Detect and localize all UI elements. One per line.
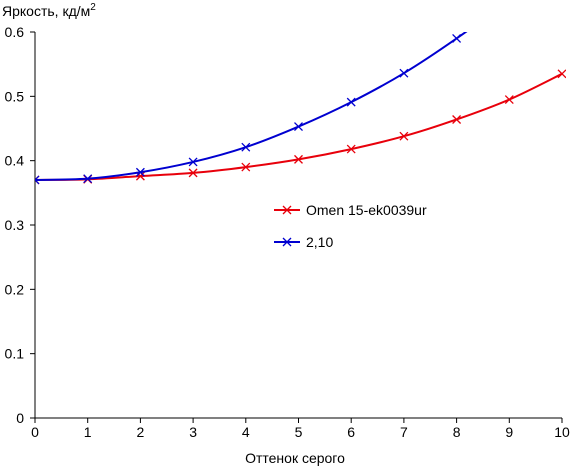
y-tick-label: 0 bbox=[16, 410, 24, 426]
data-point bbox=[557, 69, 566, 79]
svg-text:Яркость, кд/м2: Яркость, кд/м2 bbox=[2, 2, 96, 19]
data-point bbox=[35, 175, 40, 185]
y-axis-title: Яркость, кд/м2 bbox=[2, 2, 96, 19]
x-tick-label: 3 bbox=[189, 424, 197, 440]
plot-area bbox=[35, 32, 566, 185]
x-tick-label: 6 bbox=[347, 424, 355, 440]
legend-item-2: 2,10 bbox=[274, 234, 333, 250]
x-tick-label: 8 bbox=[453, 424, 461, 440]
axes bbox=[34, 32, 562, 419]
y-tick-label: 0.5 bbox=[5, 88, 25, 104]
legend-marker bbox=[282, 237, 292, 247]
y-axis-label-superscript: 2 bbox=[90, 2, 96, 13]
x-tick-label: 0 bbox=[31, 424, 39, 440]
data-point bbox=[188, 168, 198, 178]
x-tick-label: 4 bbox=[242, 424, 250, 440]
y-axis-ticks: 0 0.1 0.2 0.3 0.4 0.5 0.6 bbox=[5, 24, 35, 426]
series-line bbox=[35, 32, 468, 181]
data-point bbox=[504, 95, 514, 105]
data-point bbox=[294, 154, 303, 164]
legend-label: 2,10 bbox=[306, 234, 333, 250]
data-point bbox=[399, 131, 409, 141]
data-point bbox=[83, 174, 93, 184]
data-point bbox=[135, 167, 145, 177]
y-tick-label: 0.6 bbox=[5, 24, 25, 40]
x-axis-label: Оттенок серого bbox=[245, 450, 345, 466]
data-point bbox=[294, 122, 303, 132]
data-point bbox=[346, 144, 356, 154]
legend-marker bbox=[282, 205, 292, 215]
y-tick-label: 0.1 bbox=[5, 346, 25, 362]
x-tick-label: 2 bbox=[137, 424, 145, 440]
data-point bbox=[188, 157, 198, 167]
data-point bbox=[241, 142, 251, 152]
data-point bbox=[452, 33, 462, 43]
y-tick-label: 0.2 bbox=[5, 281, 25, 297]
series-2 bbox=[35, 32, 468, 185]
legend: Omen 15-ek0039ur 2,10 bbox=[274, 202, 427, 250]
x-tick-label: 5 bbox=[295, 424, 303, 440]
x-tick-label: 7 bbox=[400, 424, 408, 440]
x-tick-label: 1 bbox=[84, 424, 92, 440]
data-point bbox=[452, 115, 462, 124]
y-axis-label: Яркость, кд/м bbox=[2, 3, 90, 19]
data-point bbox=[346, 97, 356, 107]
x-axis-ticks: 0 1 2 3 4 5 6 7 8 9 10 bbox=[31, 418, 570, 440]
x-tick-label: 10 bbox=[554, 424, 570, 440]
y-tick-label: 0.3 bbox=[5, 217, 25, 233]
legend-item-1: Omen 15-ek0039ur bbox=[274, 202, 427, 218]
data-point bbox=[241, 162, 251, 172]
x-tick-label: 9 bbox=[505, 424, 513, 440]
legend-label: Omen 15-ek0039ur bbox=[306, 202, 427, 218]
y-tick-label: 0.4 bbox=[5, 153, 25, 169]
data-point bbox=[399, 68, 409, 78]
